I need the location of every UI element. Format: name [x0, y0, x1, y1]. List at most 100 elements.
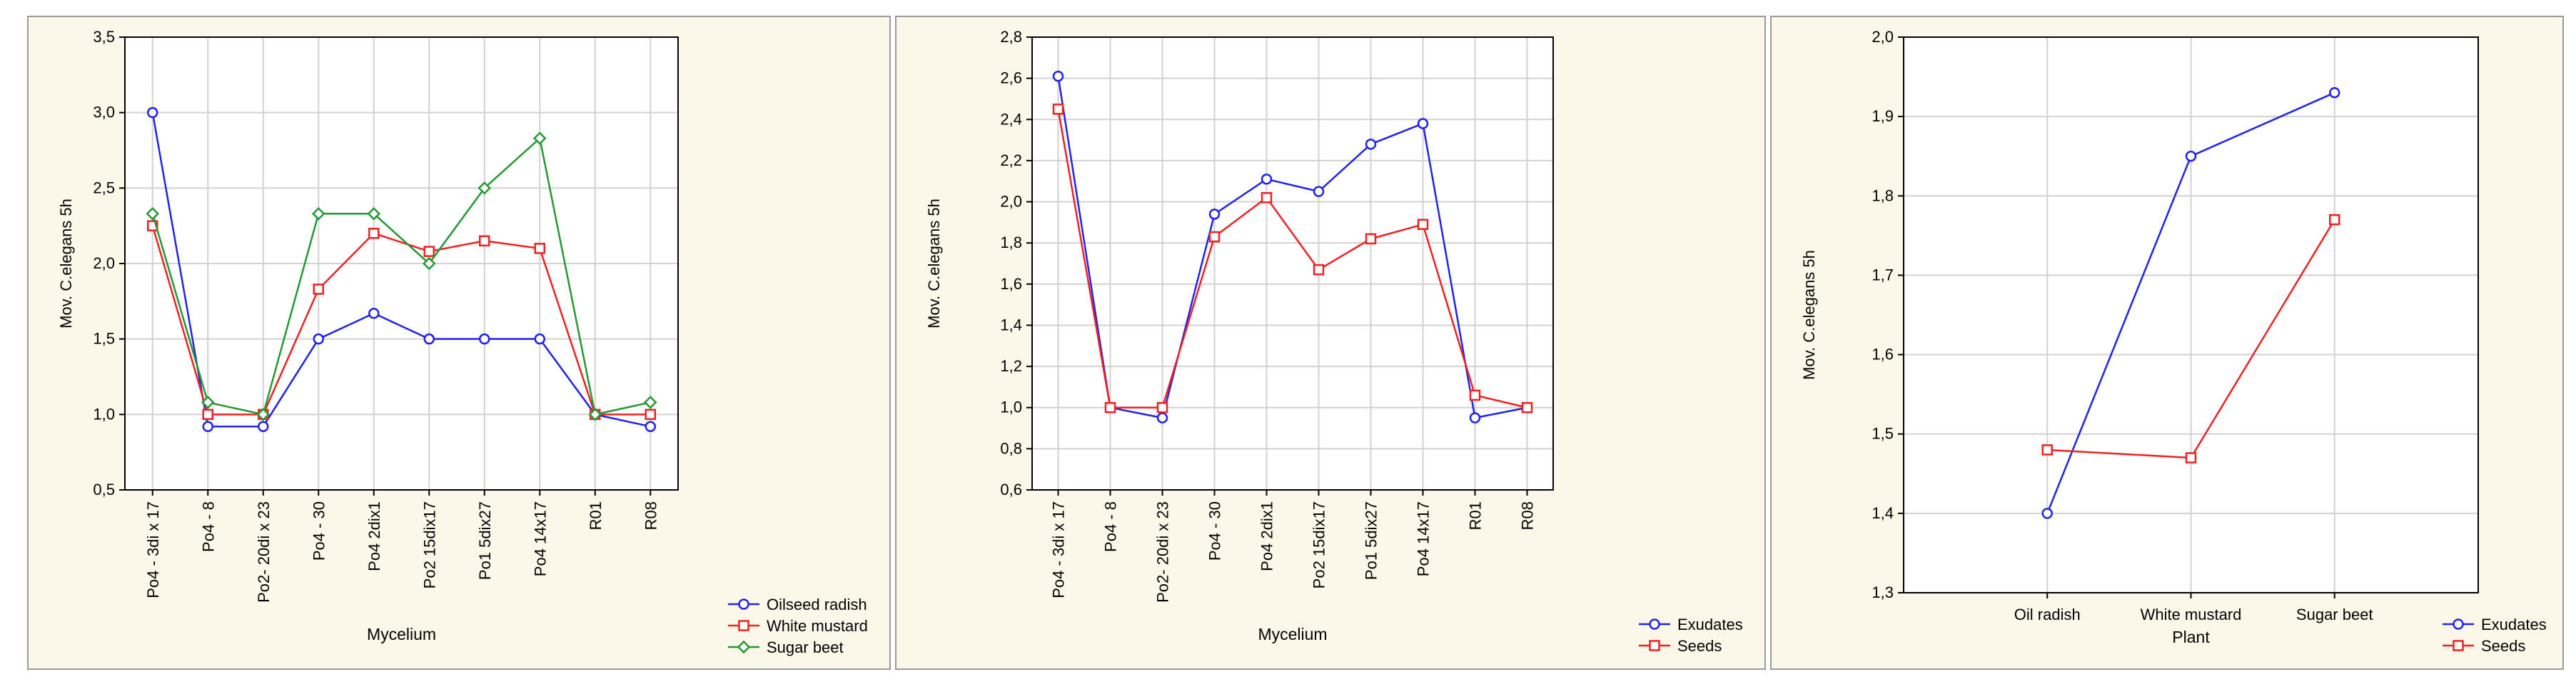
x-tick-label: Po4 - 30 — [1206, 501, 1224, 561]
data-point — [1156, 412, 1168, 423]
chart-3-svg: 1,3 1,4 1,5 1,6 1,7 1,8 1,9 2,0 Oil radish White … — [1800, 28, 2547, 655]
x-tick-label: Po4 - 8 — [199, 501, 217, 552]
y-tick-label: 1,3 — [1872, 583, 1894, 601]
data-point — [479, 235, 490, 247]
x-tick-label: Po4 - 30 — [310, 501, 328, 561]
data-point — [2041, 508, 2053, 519]
y-tick-label: 0,5 — [93, 481, 115, 498]
x-tick-label: Po4 2dix1 — [365, 501, 383, 571]
legend-marker — [2453, 640, 2464, 651]
y-tick-label: 1,4 — [1872, 504, 1894, 522]
chart-panel-1: 0,5 1,0 1,5 2,0 2,5 3,0 3,5 Po4 - 3di x 17 Po4 -… — [27, 16, 891, 670]
data-point — [479, 333, 490, 345]
data-point — [1208, 231, 1221, 243]
legend-marker — [738, 598, 749, 610]
data-point — [313, 333, 324, 345]
x-tick-label: White mustard — [2141, 606, 2242, 623]
data-point — [1521, 401, 1533, 413]
y-tick-label: 2,4 — [1000, 110, 1022, 128]
data-point — [2185, 452, 2197, 463]
data-point — [588, 408, 602, 421]
data-point — [311, 206, 325, 221]
data-point — [1052, 71, 1064, 82]
data-point — [423, 333, 435, 345]
x-axis-label: Mycelium — [1258, 625, 1327, 643]
legend: Exudates Seeds — [2443, 616, 2547, 655]
x-tick-label: Po2 15dix17 — [1310, 501, 1328, 588]
data-point — [1365, 233, 1377, 245]
y-tick-label: 1,5 — [93, 330, 115, 348]
series-line — [151, 136, 651, 416]
x-tick-label: Oil radish — [2014, 606, 2081, 623]
y-tick-label: 0,6 — [1000, 481, 1022, 498]
x-tick-label: R01 — [1467, 501, 1485, 530]
data-point — [478, 181, 492, 195]
y-tick-label: 2,2 — [1000, 151, 1022, 169]
x-tick-label: Po4 14x17 — [1415, 501, 1433, 576]
data-point — [643, 396, 657, 409]
plot-frame — [124, 36, 679, 491]
data-point — [201, 396, 215, 409]
data-point — [1156, 401, 1168, 413]
y-tick-label: 2,0 — [1000, 193, 1022, 211]
y-tick-label: 2,8 — [1000, 28, 1022, 46]
y-tick-label: 1,8 — [1000, 234, 1022, 251]
data-point — [2041, 444, 2053, 456]
x-tick-label: Po1 5dix27 — [476, 501, 494, 580]
data-point — [1313, 186, 1325, 197]
x-tick-label: R08 — [642, 501, 660, 530]
y-axis-label: Mov. C.elegans 5h — [925, 199, 943, 329]
data-point — [202, 421, 213, 432]
data-point — [2185, 150, 2197, 162]
y-tick-label: 1,8 — [1872, 186, 1894, 204]
y-tick-label: 1,7 — [1872, 266, 1894, 284]
legend: Exudates Seeds — [1639, 616, 1743, 655]
x-tick-label: Po1 5dix27 — [1363, 501, 1380, 580]
x-tick-label: Po2- 20di x 23 — [255, 501, 273, 603]
y-axis-label: Mov. C.elegans 5h — [57, 199, 75, 329]
y-tick-label: 1,2 — [1000, 357, 1022, 375]
data-point — [2329, 87, 2340, 99]
y-tick-label: 2,0 — [93, 254, 115, 272]
data-point — [1469, 389, 1481, 401]
plot-area — [1032, 37, 1553, 490]
data-point — [1261, 192, 1273, 204]
series-line — [151, 112, 651, 428]
y-tick-label: 3,0 — [93, 104, 115, 121]
data-point — [534, 333, 545, 345]
data-point — [313, 284, 324, 295]
series-exudates — [2041, 87, 2340, 519]
y-tick-label: 1,0 — [1000, 398, 1022, 416]
y-tick-label: 2,0 — [1872, 28, 1894, 46]
legend-marker — [738, 620, 749, 631]
data-point — [146, 206, 160, 221]
legend-label: Exudates — [1677, 616, 1743, 633]
data-point — [1417, 118, 1429, 129]
data-point — [1208, 209, 1221, 220]
data-point — [1469, 412, 1481, 423]
data-point — [258, 421, 269, 432]
x-tick-label: R01 — [587, 501, 605, 530]
data-point — [422, 256, 436, 271]
data-point — [256, 408, 271, 421]
legend-label: White mustard — [767, 617, 868, 635]
data-point — [645, 421, 656, 432]
data-point — [2329, 214, 2340, 226]
legend-marker — [737, 640, 751, 654]
data-point — [368, 227, 380, 239]
chart-panel-2: 0,6 0,8 1,0 1,2 1,4 1,6 1,8 2,0 2,2 2,4 2,6 2,8 Po4 … — [895, 16, 1766, 670]
data-point — [367, 206, 381, 221]
x-tick-label: Po4 - 3di x 17 — [1050, 501, 1068, 598]
x-tick-label: Po4 - 8 — [1102, 501, 1120, 552]
series-line — [1057, 76, 1527, 419]
series-line — [151, 225, 651, 416]
y-tick-label: 1,4 — [1000, 316, 1022, 334]
y-tick-label: 2,5 — [93, 179, 115, 196]
series-seeds — [2041, 214, 2340, 463]
data-point — [202, 408, 213, 421]
data-point — [1417, 219, 1429, 230]
legend-marker — [1649, 618, 1660, 630]
plot-frame — [1031, 36, 1554, 491]
data-point — [1313, 264, 1325, 276]
legend-label: Seeds — [2481, 637, 2525, 655]
